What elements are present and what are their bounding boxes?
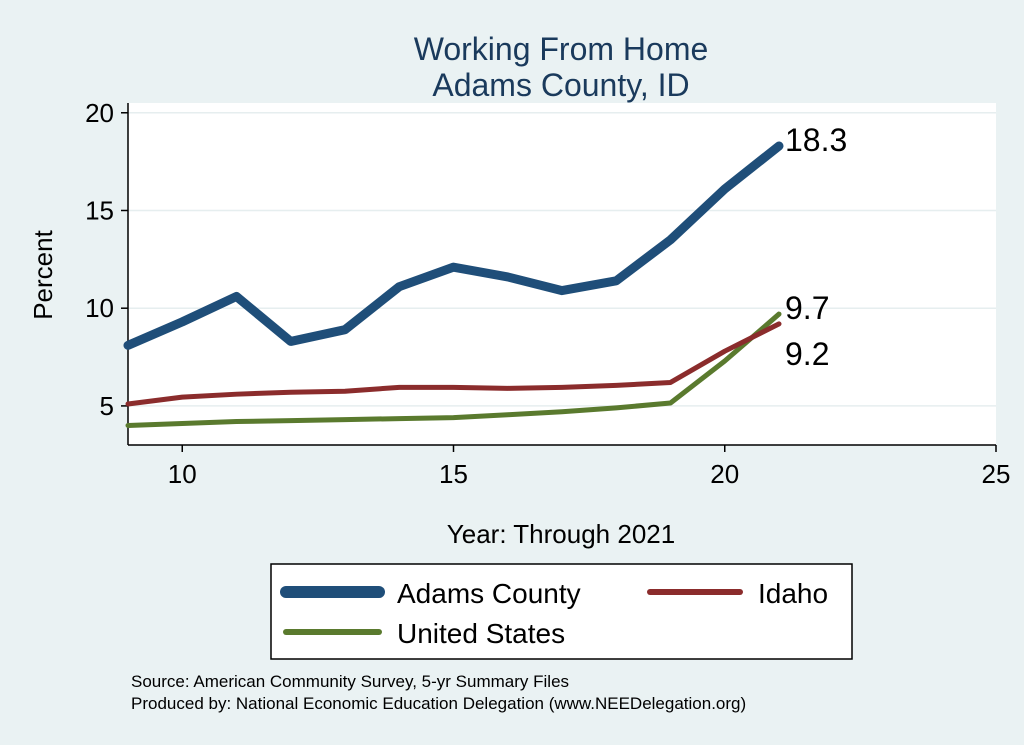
series-line-united-states: [125, 311, 782, 428]
end-label-united-states: 9.7: [785, 290, 829, 326]
chart-title: Working From Home: [414, 31, 709, 67]
y-tick-label-10: 10: [85, 293, 114, 323]
y-tick-label-20: 20: [85, 98, 114, 128]
produced-by-note: Produced by: National Economic Education…: [131, 694, 746, 713]
series-line-idaho: [125, 321, 782, 407]
y-tick-label-15: 15: [85, 195, 114, 225]
y-tick-label-5: 5: [100, 391, 114, 421]
end-label-idaho: 9.2: [785, 336, 829, 372]
end-labels: 18.3 9.2 9.7: [785, 122, 847, 372]
x-tick-label-15: 15: [439, 459, 468, 489]
series-lines: [123, 141, 784, 428]
x-tick-label-20: 20: [710, 459, 739, 489]
x-tick-label-25: 25: [982, 459, 1011, 489]
axes: 5 10 15 20 10 15 20 25: [85, 98, 1010, 489]
end-label-adams-county: 18.3: [785, 122, 847, 158]
x-tick-label-10: 10: [168, 459, 197, 489]
legend-label-idaho: Idaho: [758, 578, 828, 609]
x-axis-label: Year: Through 2021: [447, 519, 675, 549]
legend-box: [270, 563, 853, 660]
y-axis-label: Percent: [28, 229, 58, 319]
series-line-adams-county: [123, 141, 784, 350]
legend-label-united-states: United States: [397, 618, 565, 649]
source-note: Source: American Community Survey, 5-yr …: [131, 672, 569, 691]
chart-subtitle: Adams County, ID: [432, 67, 689, 103]
gridlines: [128, 112, 996, 407]
legend-label-adams-county: Adams County: [397, 578, 581, 609]
legend: Adams County Idaho United States: [270, 563, 853, 660]
